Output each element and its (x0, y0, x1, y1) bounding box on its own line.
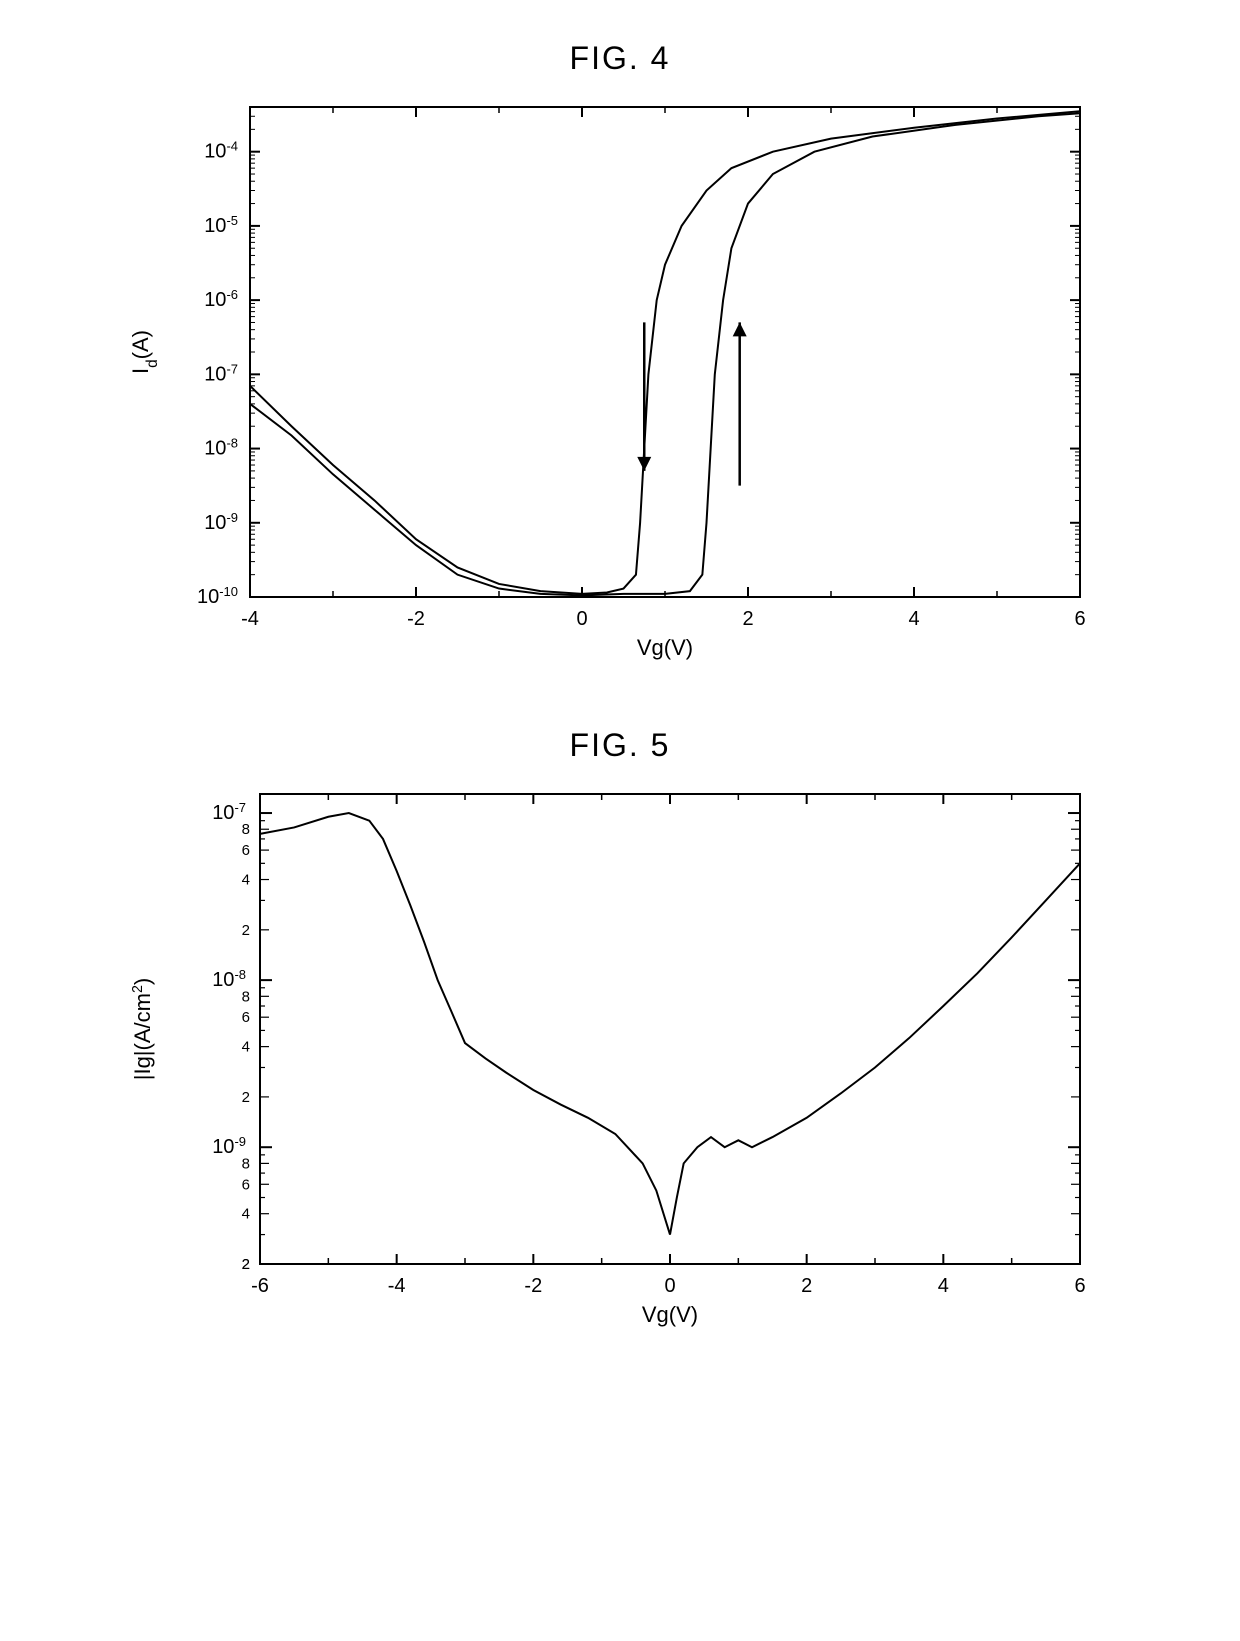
svg-text:0: 0 (576, 608, 587, 630)
svg-text:8: 8 (242, 1155, 250, 1172)
svg-text:10-8: 10-8 (204, 435, 238, 460)
svg-text:-4: -4 (241, 608, 259, 630)
svg-text:Id(A): Id(A) (128, 330, 161, 374)
svg-text:8: 8 (242, 821, 250, 838)
svg-text:10-6: 10-6 (204, 287, 238, 312)
svg-text:2: 2 (742, 608, 753, 630)
fig4-chart: -4 -2 0 2 4 6 10-10 10-9 10-8 10-7 10-6 10-5 10-4 Vg(… (120, 87, 1120, 667)
svg-text:8: 8 (242, 988, 250, 1005)
svg-text:Vg(V): Vg(V) (642, 1302, 698, 1327)
svg-text:2: 2 (242, 1256, 250, 1273)
svg-text:0: 0 (664, 1275, 675, 1297)
svg-text:Vg(V): Vg(V) (637, 635, 693, 660)
svg-text:10-4: 10-4 (204, 138, 238, 163)
svg-text:10-10: 10-10 (197, 584, 238, 609)
fig4-title: FIG. 4 (70, 40, 1170, 77)
svg-text:10-9: 10-9 (204, 509, 238, 534)
svg-text:6: 6 (1074, 1275, 1085, 1297)
svg-text:6: 6 (1074, 608, 1085, 630)
svg-text:4: 4 (242, 1206, 250, 1223)
svg-text:10-7: 10-7 (204, 361, 238, 386)
fig5-title: FIG. 5 (70, 727, 1170, 764)
svg-text:2: 2 (801, 1275, 812, 1297)
svg-text:2: 2 (242, 1089, 250, 1106)
svg-text:10-5: 10-5 (204, 212, 238, 237)
svg-text:-2: -2 (524, 1275, 542, 1297)
svg-text:4: 4 (242, 1039, 250, 1056)
figure-5: FIG. 5 -6-4-2024610-910-810-724682468246… (70, 727, 1170, 1334)
svg-text:2: 2 (242, 922, 250, 939)
svg-text:|Ig|(A/cm2): |Ig|(A/cm2) (130, 978, 155, 1081)
svg-text:4: 4 (908, 608, 919, 630)
figure-4: FIG. 4 -4 -2 0 2 4 6 10-10 10-9 10-8 10-7 10-6 10-5… (70, 40, 1170, 667)
svg-text:6: 6 (242, 1009, 250, 1026)
svg-text:6: 6 (242, 842, 250, 859)
svg-text:-6: -6 (251, 1275, 269, 1297)
svg-text:-4: -4 (388, 1275, 406, 1297)
fig5-chart: -6-4-2024610-910-810-72468246824682Vg(V)… (120, 774, 1120, 1334)
svg-text:-2: -2 (407, 608, 425, 630)
svg-text:4: 4 (242, 872, 250, 889)
svg-text:6: 6 (242, 1176, 250, 1193)
svg-text:4: 4 (938, 1275, 949, 1297)
